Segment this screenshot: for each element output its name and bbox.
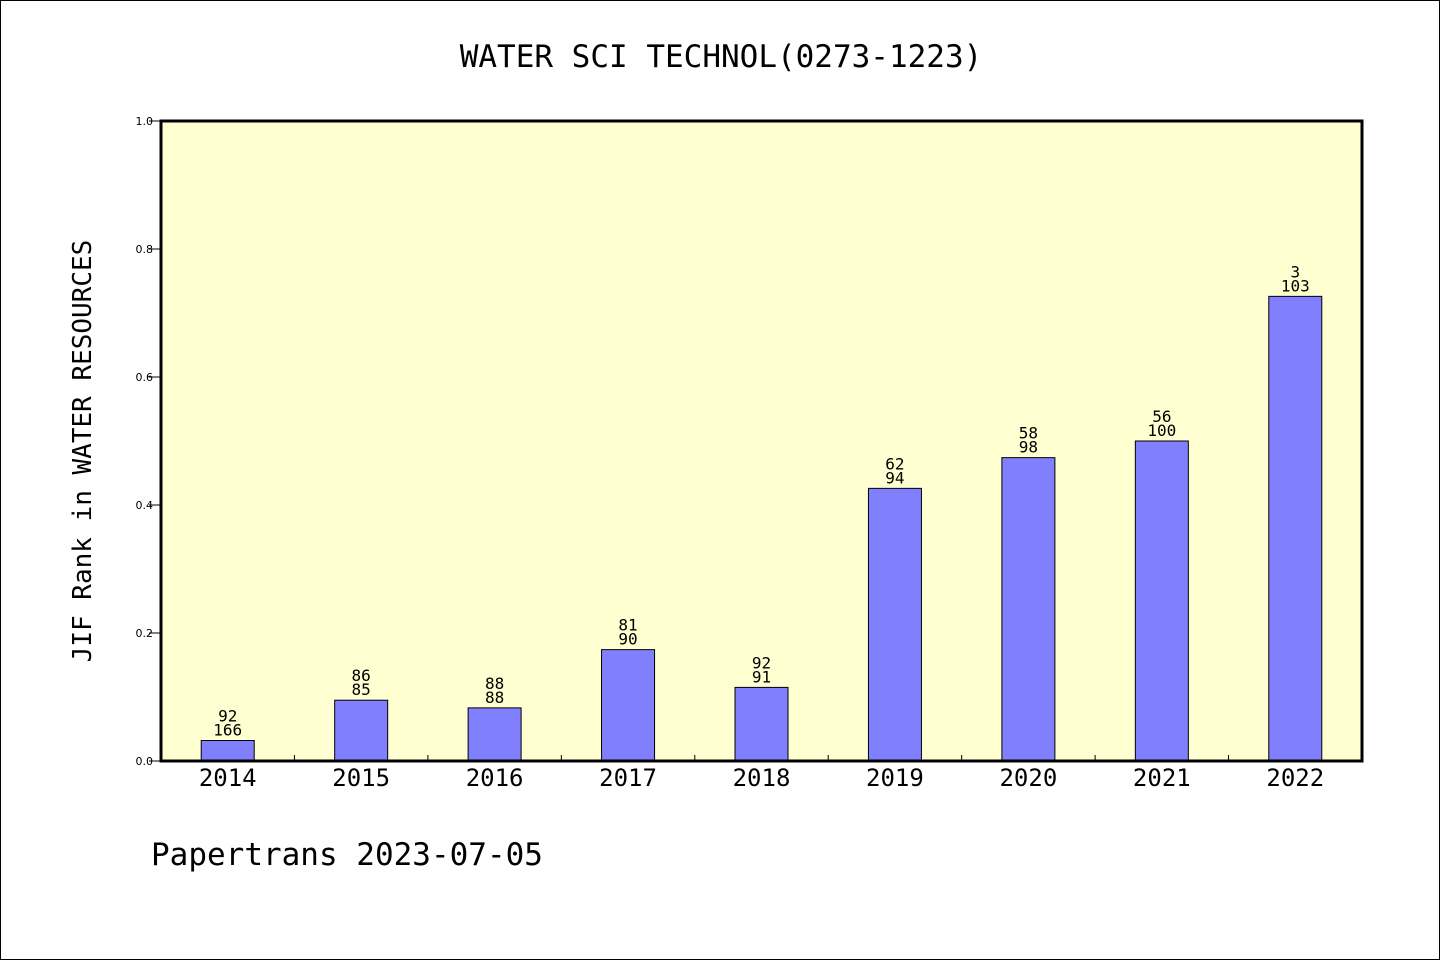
y-tick-label: 0.8 (136, 243, 154, 256)
bar-label-top: 62 (885, 454, 904, 473)
bar-label-bottom: 90 (618, 630, 637, 649)
x-tick-label: 2016 (466, 764, 524, 792)
bar-2015 (334, 699, 389, 762)
x-tick-label: 2020 (999, 764, 1057, 792)
footer-text: Papertrans 2023-07-05 (151, 837, 543, 873)
x-tick-label: 2015 (332, 764, 390, 792)
bar-2019 (867, 487, 922, 762)
bars (200, 295, 1323, 762)
x-tick-label: 2018 (733, 764, 791, 792)
bar-label-top: 56 (1152, 407, 1171, 426)
y-tick-label: 1.0 (136, 115, 154, 128)
bar-label-bottom: 91 (752, 667, 771, 686)
y-tick-label: 0.4 (136, 499, 154, 512)
bar-label-bottom: 98 (1019, 438, 1038, 457)
bar-label-top: 81 (618, 616, 637, 635)
bar-label-bottom: 85 (352, 680, 371, 699)
bar-label-top: 88 (485, 674, 504, 693)
bar-2020 (1001, 457, 1056, 762)
bar-label-bottom: 103 (1281, 276, 1310, 295)
bar-label-top: 3 (1290, 262, 1300, 281)
bar-2014 (200, 740, 255, 762)
x-tick-label: 2019 (866, 764, 924, 792)
bar-2022 (1268, 295, 1323, 762)
chart-title: WATER SCI TECHNOL(0273-1223) (460, 39, 983, 75)
plot-border (159, 119, 1364, 763)
x-axis-ticks: 2014 2015 2016 2017 2018 2019 2020 2021 2022 (199, 755, 1324, 792)
y-axis-ticks: 0.0 0.2 0.4 0.6 0.8 1.0 (136, 115, 161, 768)
y-tick-label: 0.0 (136, 755, 154, 768)
x-tick-label: 2021 (1133, 764, 1191, 792)
bar-label-top: 86 (352, 666, 371, 685)
x-tick-label: 2017 (599, 764, 657, 792)
bar-label-bottom: 94 (885, 468, 904, 487)
bar-label-bottom: 88 (485, 688, 504, 707)
bar-label-top: 92 (752, 653, 771, 672)
bar-label-top: 92 (218, 707, 237, 726)
bar-label-bottom: 166 (213, 721, 242, 740)
bar-2017 (601, 649, 656, 762)
bar-label-bottom: 100 (1147, 421, 1176, 440)
y-tick-label: 0.2 (136, 627, 154, 640)
bar-label-top: 58 (1019, 424, 1038, 443)
y-tick-label: 0.6 (136, 371, 154, 384)
bar-2018 (734, 686, 789, 762)
bar-2016 (467, 707, 522, 762)
y-axis-label: JIF Rank in WATER RESOURCES (68, 240, 98, 663)
x-tick-label: 2022 (1266, 764, 1324, 792)
bar-2021 (1134, 440, 1189, 762)
x-tick-label: 2014 (199, 764, 257, 792)
